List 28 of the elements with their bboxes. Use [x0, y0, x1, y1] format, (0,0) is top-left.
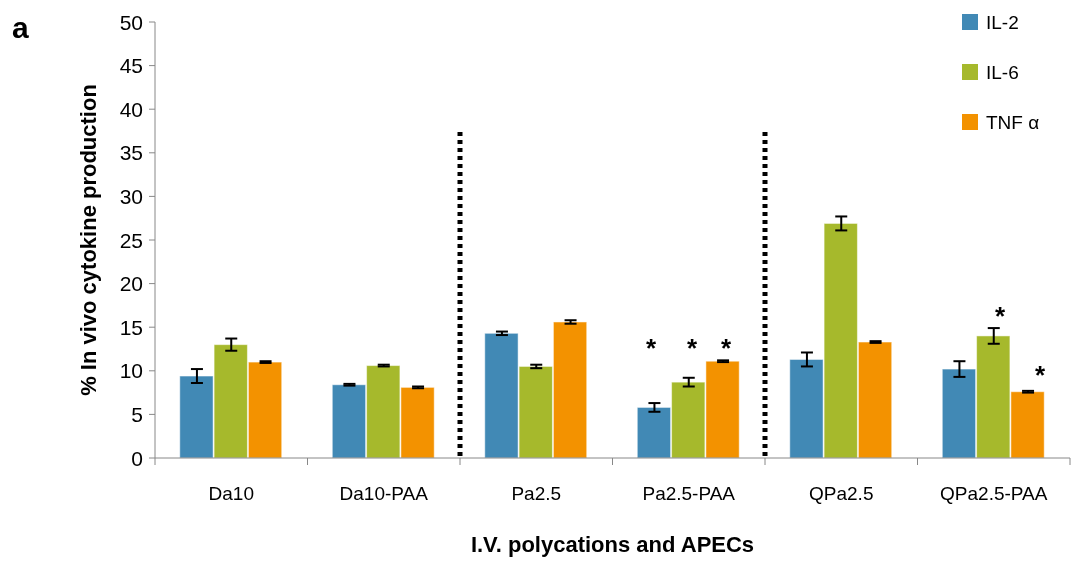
- annotation: *: [1034, 360, 1046, 390]
- legend-label: TNF α: [986, 111, 1040, 133]
- x-tick-label: Pa2.5: [511, 483, 562, 504]
- x-tick-label: QPa2.5-PAA: [940, 483, 1048, 504]
- y-tick-label: 40: [119, 97, 143, 121]
- legend-label: IL-2: [986, 11, 1019, 33]
- annotation: *: [686, 333, 698, 363]
- x-tick-label: Da10: [208, 483, 254, 504]
- y-tick-label: 45: [119, 54, 143, 78]
- annotation: *: [720, 333, 732, 363]
- y-tick-label: 25: [119, 228, 143, 252]
- legend-label: IL-6: [986, 61, 1019, 83]
- x-tick-label: Da10-PAA: [339, 483, 429, 504]
- y-tick-label: 35: [119, 141, 143, 165]
- y-tick-label: 50: [119, 10, 143, 34]
- text: a: [12, 11, 29, 44]
- y-tick-label: 15: [119, 315, 143, 339]
- x-axis-title: I.V. polycations and APECs: [470, 532, 755, 557]
- y-tick-label: 5: [131, 402, 143, 426]
- x-tick-label: Pa2.5-PAA: [642, 483, 736, 504]
- annotation: *: [645, 333, 657, 363]
- y-tick-label: 0: [131, 446, 143, 470]
- y-tick-label: 30: [119, 184, 143, 208]
- x-tick-label: QPa2.5: [809, 483, 874, 504]
- y-tick-label: 20: [119, 272, 143, 296]
- y-tick-label: 10: [119, 359, 143, 383]
- y-axis-title: % In vivo cytokine production: [76, 84, 101, 396]
- annotation: *: [994, 301, 1006, 331]
